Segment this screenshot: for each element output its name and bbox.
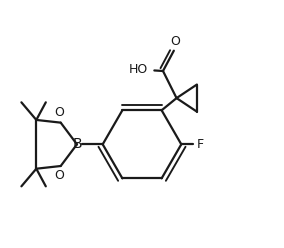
Text: O: O [55,169,64,182]
Text: O: O [170,35,180,48]
Text: B: B [72,137,82,151]
Text: F: F [197,138,204,151]
Text: O: O [55,106,64,119]
Text: HO: HO [129,63,148,76]
